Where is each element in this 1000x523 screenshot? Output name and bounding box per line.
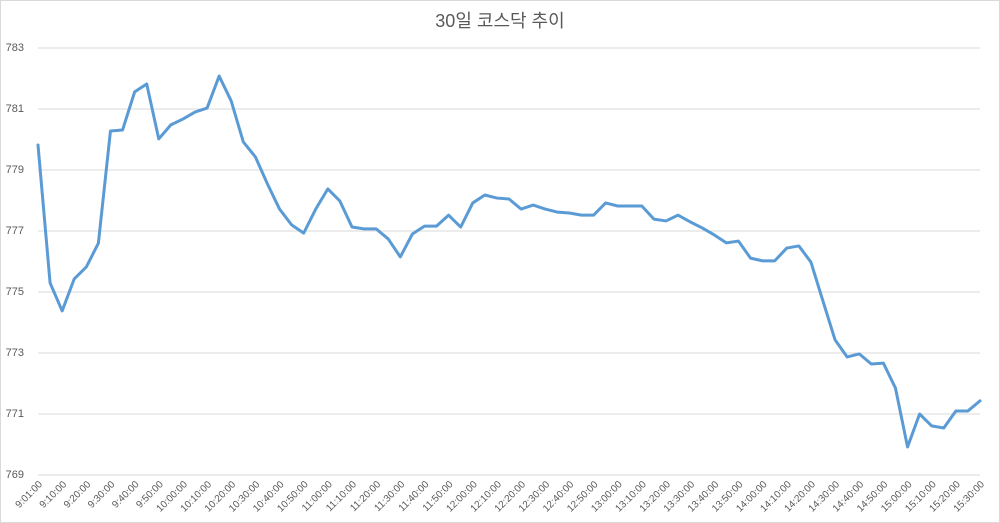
y-tick-label: 779 — [6, 164, 24, 176]
y-tick-label: 777 — [6, 225, 24, 237]
y-tick-label: 773 — [6, 347, 24, 359]
y-tick-label: 771 — [6, 408, 24, 420]
chart-title: 30일 코스닥 추이 — [435, 11, 564, 31]
y-tick-label: 769 — [6, 469, 24, 481]
y-tick-label: 781 — [6, 103, 24, 115]
y-tick-label: 783 — [6, 42, 24, 54]
y-tick-label: 775 — [6, 286, 24, 298]
data-line — [36, 74, 982, 449]
